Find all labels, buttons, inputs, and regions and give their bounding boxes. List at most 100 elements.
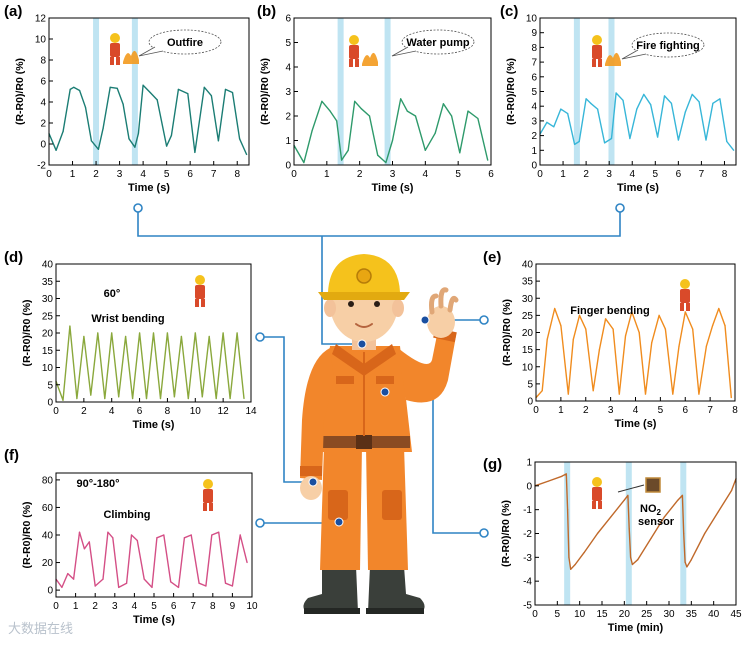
data-point (605, 318, 607, 320)
firefighter-icon (592, 477, 602, 509)
data-point (670, 102, 673, 104)
y-tick-label: 0 (47, 398, 53, 409)
data-point (151, 586, 153, 588)
data-point (122, 103, 124, 105)
x-tick-label: 8 (165, 406, 171, 417)
y-tick-label: 3 (285, 87, 291, 98)
data-point (636, 108, 638, 110)
data-point (145, 397, 148, 400)
data-point (624, 335, 627, 337)
firefighter-icon (680, 279, 690, 311)
sensor-dot-hand (420, 315, 430, 325)
x-tick-label: 4 (629, 169, 635, 180)
icon-leg (349, 59, 353, 67)
icon-leg (203, 503, 207, 511)
flame-icon (362, 52, 378, 66)
data-point (610, 516, 612, 518)
data-point (623, 499, 625, 501)
y-tick-label: 10 (522, 362, 534, 373)
x-tick-label: 0 (46, 169, 52, 180)
annotation-text: sensor (638, 516, 675, 528)
data-point (585, 98, 587, 100)
y-tick-label: 5 (47, 380, 53, 391)
data-point (684, 111, 686, 113)
annotation-text: NO2 (640, 503, 662, 517)
data-point (730, 396, 732, 399)
data-point (170, 581, 172, 583)
y-tick-label: 9 (531, 28, 537, 39)
data-point (104, 397, 106, 400)
x-tick-label: 25 (641, 609, 653, 620)
x-tick-label: 1 (70, 169, 76, 180)
right-ear (392, 299, 404, 317)
x-tick-label: 45 (730, 609, 742, 620)
icon-leg (110, 57, 114, 65)
data-point (360, 108, 362, 110)
data-point (618, 393, 620, 395)
data-point (177, 88, 180, 90)
data-point (111, 332, 113, 334)
icon-body (203, 489, 213, 503)
data-point (477, 117, 479, 120)
data-point (663, 95, 666, 97)
data-point (311, 130, 313, 132)
left-boot (303, 566, 358, 612)
icon-leg (686, 303, 690, 311)
data-point (391, 139, 394, 142)
y-tick-label: 0 (285, 161, 291, 172)
data-point (651, 342, 653, 344)
y-tick-label: 3 (531, 116, 537, 127)
x-tick-label: 3 (606, 169, 612, 180)
data-point (109, 86, 111, 88)
panel-label: (g) (483, 456, 502, 473)
x-tick-label: 3 (608, 405, 614, 416)
data-point (574, 563, 576, 566)
data-point (629, 556, 632, 558)
x-tick-label: 8 (234, 169, 240, 180)
data-point (231, 585, 233, 587)
angle-label: 90°-180° (76, 478, 119, 490)
data-point (215, 397, 217, 400)
x-tick-label: 12 (218, 406, 230, 417)
icon-leg (592, 501, 596, 509)
watermark: 大数据在线 (8, 622, 74, 637)
icon-leg (209, 503, 213, 511)
data-point (347, 149, 349, 151)
data-point (166, 145, 168, 147)
icon-leg (116, 57, 120, 65)
data-point (142, 84, 144, 86)
data-point (690, 559, 692, 561)
x-tick-label: 4 (633, 405, 639, 416)
speech-bubble (148, 29, 222, 55)
data-point (631, 563, 633, 566)
data-point (218, 531, 220, 533)
highlight-band (93, 18, 100, 165)
y-tick-label: 25 (522, 311, 534, 322)
chest-pocket-left (336, 376, 354, 384)
connector-end-a (133, 203, 143, 213)
y-tick-label: 10 (35, 35, 47, 46)
y-tick-label: 2 (531, 131, 537, 142)
data-point (583, 551, 585, 554)
data-point (677, 139, 679, 141)
data-point (76, 397, 78, 400)
data-point (224, 88, 227, 90)
plot-frame (48, 17, 250, 166)
data-point (631, 311, 633, 313)
left-sole (304, 608, 360, 614)
annotation-text: Water pump (406, 37, 469, 49)
data-point (547, 480, 550, 482)
x-tick-label: 2 (583, 169, 589, 180)
data-point (573, 143, 576, 146)
x-tick-label: 7 (707, 405, 713, 416)
x-tick-label: 2 (583, 405, 589, 416)
data-point (231, 91, 234, 94)
x-tick-label: 6 (137, 406, 143, 417)
y-tick-label: 20 (42, 558, 54, 569)
data-point (329, 110, 331, 112)
firefighter-icon (349, 35, 378, 67)
y-tick-label: 20 (522, 328, 534, 339)
data-point (90, 140, 92, 142)
data-point (201, 396, 203, 398)
